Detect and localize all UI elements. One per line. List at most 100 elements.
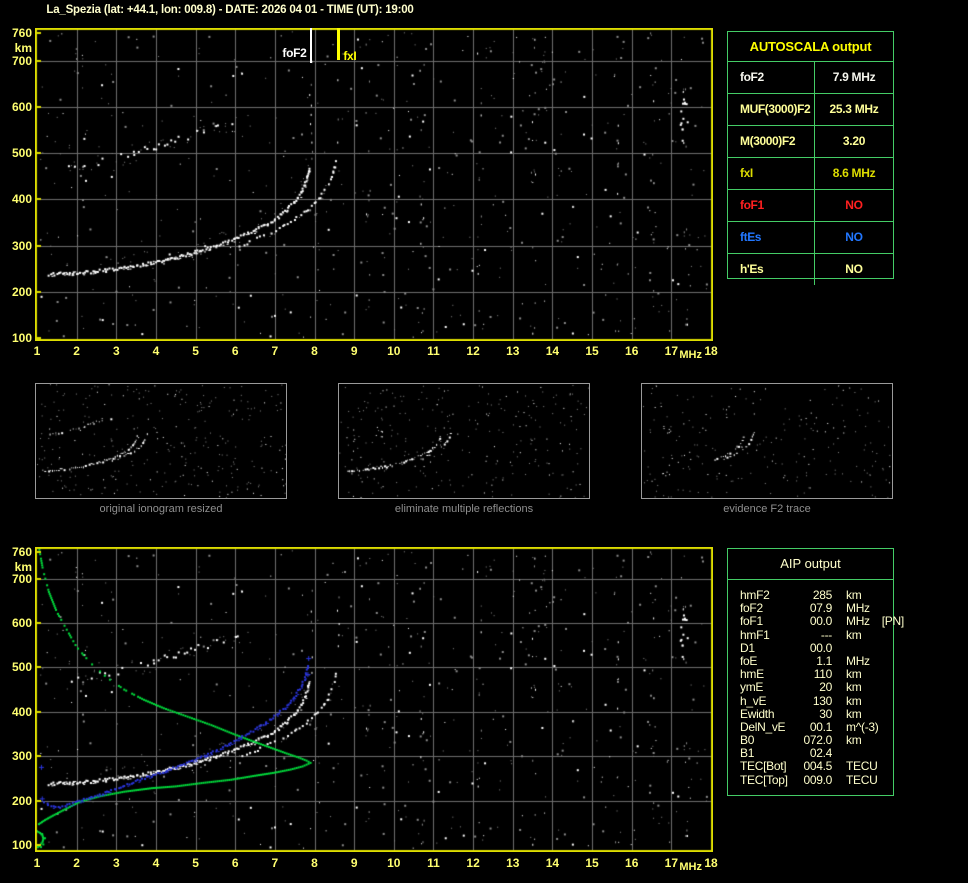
x-tick-label: 11 — [427, 344, 440, 358]
x-tick-label: 5 — [192, 344, 199, 358]
aip-row-b0: B0 072.0 km — [740, 733, 893, 748]
aip-row-name: B0 — [740, 733, 755, 748]
autoscala-row-label: foF1 — [740, 198, 764, 212]
x-tick-label: 3 — [112, 856, 120, 870]
aip-row-unit: MHz — [846, 653, 870, 668]
x-tick-label: 17 — [664, 856, 679, 870]
x-tick-label: 8 — [311, 344, 318, 358]
y-tick-label: 200 — [11, 284, 32, 299]
x-tick-label: 6 — [231, 856, 239, 870]
autoscala-panel-title: AUTOSCALA output — [728, 32, 893, 62]
aip-row-unit: TECU — [846, 772, 878, 787]
y-tick-label: 760 — [11, 545, 32, 559]
aip-row-ewidth: Ewidth 30 km — [740, 706, 893, 721]
autoscala-row-fxi: fxI 8.6 MHz — [728, 158, 893, 190]
aip-row-value: 004.5 — [803, 759, 832, 774]
aip-row-yme: ymE 20 km — [740, 681, 893, 694]
y-tick-label: 300 — [11, 238, 32, 253]
aip-panel-title: AIP output — [728, 549, 893, 580]
thumbnail-original-canvas — [36, 384, 286, 498]
x-tick-label: 9 — [350, 856, 358, 870]
y-tick-label: 400 — [11, 192, 32, 207]
aip-row-unit: TECU — [846, 759, 878, 774]
aip-row-value: 00.1 — [809, 719, 832, 734]
aip-row-value: 072.0 — [803, 733, 832, 748]
autoscala-row-value: 8.6 MHz — [814, 158, 893, 189]
x-tick-label: 11 — [427, 856, 440, 870]
autoscala-output-panel: AUTOSCALA output foF2 7.9 MHz MUF(3000)F2 2… — [727, 31, 894, 285]
y-tick-label: 400 — [11, 704, 32, 719]
y-tick-label: 500 — [11, 146, 32, 161]
aip-row-unit: km — [846, 588, 862, 602]
x-axis-unit-label: MHz — [679, 349, 702, 361]
y-tick-label: 760 — [11, 26, 32, 40]
aip-row-extra: [PN] — [881, 614, 904, 629]
aip-row-unit: km — [846, 693, 862, 708]
x-tick-label: 2 — [73, 344, 80, 358]
thumbnail-caption-evidence: evidence F2 trace — [723, 503, 811, 515]
x-tick-label: 1 — [33, 856, 41, 870]
autoscala-row-m-3000-f2: M(3000)F2 3.20 — [728, 126, 893, 158]
y-tick-label: 100 — [11, 838, 32, 852]
aip-row-value: 02.4 — [809, 746, 832, 761]
aip-row-unit: MHz — [846, 614, 870, 629]
aip-row-value: 20 — [819, 680, 832, 695]
thumbnail-evidence-canvas — [642, 384, 892, 498]
aip-row-tec-bot-: TEC[Bot] 004.5 TECU — [740, 760, 893, 773]
aip-row-name: h_vE — [740, 693, 767, 708]
autoscala-row-label: foF2 — [740, 70, 764, 84]
aip-row-value: 00.0 — [809, 614, 832, 629]
x-tick-label: 7 — [271, 344, 279, 358]
fxi-marker-line — [337, 28, 341, 60]
aip-row-tec-top-: TEC[Top] 009.0 TECU — [740, 772, 893, 787]
x-tick-label: 18 — [704, 856, 718, 870]
autoscala-row-fof1: foF1 NO — [728, 190, 893, 222]
x-tick-label: 17 — [664, 344, 679, 358]
aip-row-name: hmF2 — [740, 588, 770, 602]
aip-row-value: 30 — [819, 706, 832, 721]
aip-row-unit: km — [846, 706, 862, 721]
x-tick-label: 16 — [625, 856, 639, 870]
aip-row-value: 009.0 — [803, 772, 832, 787]
aip-row-unit: km — [846, 627, 862, 642]
aip-row-name: foF2 — [740, 601, 763, 616]
x-tick-label: 13 — [506, 344, 520, 358]
x-tick-label: 6 — [231, 344, 239, 358]
autoscala-row-value: NO — [814, 190, 893, 221]
autoscala-row-value: 7.9 MHz — [814, 62, 893, 93]
aip-rows: hmF2 285 km foF2 07.9 MHz foF1 00.0 MHz [PN] hmF1 -… — [728, 580, 904, 787]
x-tick-label: 8 — [311, 856, 318, 870]
thumbnail-caption-original: original ionogram resized — [99, 503, 223, 515]
aip-row-hmf2: hmF2 285 km — [740, 588, 893, 602]
thumbnail-caption-eliminate: eliminate multiple reflections — [394, 503, 534, 515]
x-tick-label: 18 — [704, 344, 718, 358]
y-axis-unit-label: km — [14, 560, 32, 574]
x-tick-label: 14 — [545, 856, 560, 870]
aip-row-name: DelN_vE — [740, 719, 786, 734]
aip-row-b1: B1 02.4 — [740, 747, 893, 760]
aip-row-value: 07.9 — [809, 601, 832, 616]
y-axis-unit-label: km — [14, 41, 32, 55]
x-tick-label: 16 — [625, 344, 639, 358]
aip-row-hmf1: hmF1 --- km — [740, 627, 893, 642]
thumbnail-evidence-f2 — [641, 383, 893, 499]
autoscala-row-label: M(3000)F2 — [740, 134, 796, 148]
y-tick-label: 600 — [11, 616, 32, 631]
aip-output-panel: AIP output hmF2 285 km foF2 07.9 MHz foF1 00.0 M… — [727, 548, 904, 796]
x-tick-label: 9 — [350, 344, 358, 358]
x-tick-label: 15 — [585, 856, 599, 870]
aip-row-value: --- — [820, 627, 832, 642]
autoscala-row-h-es: h'Es NO — [728, 254, 893, 285]
x-tick-label: 7 — [271, 856, 279, 870]
y-tick-label: 200 — [11, 793, 32, 808]
aip-row-unit: km — [846, 733, 862, 748]
aip-row-d1: D1 00.0 — [740, 641, 893, 655]
x-tick-label: 2 — [73, 856, 80, 870]
aip-row-foe: foE 1.1 MHz — [740, 653, 893, 668]
thumbnail-original-ionogram — [35, 383, 287, 499]
aip-row-name: Ewidth — [740, 706, 775, 721]
main-ionogram-canvas — [35, 28, 713, 341]
autoscala-row-value: NO — [814, 222, 893, 253]
fof2-marker-line — [309, 28, 312, 63]
aip-row-name: ymE — [740, 680, 764, 695]
